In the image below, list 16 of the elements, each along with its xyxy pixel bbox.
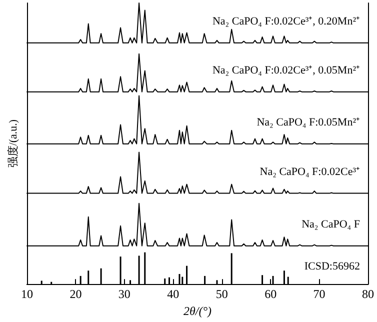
x-tick-label: 70 [313,287,326,302]
y-axis-title: 强度/(a.u.) [6,119,20,168]
x-tick-label: 10 [21,287,33,302]
series-label: ICSD:56962 [304,260,360,273]
x-tick-label: 40 [167,287,180,302]
x-tick-label: 60 [264,287,277,302]
x-tick-label: 20 [70,287,82,302]
series-label: Na₂ CaPO₄ F:0.05Mn²⁺ [256,116,360,128]
series-label: Na₂ CaPO₄ F:0.02Ce³⁺, 0.05Mn²⁺ [212,64,360,76]
series-label: Na₂ CaPO₄ F [302,218,360,230]
series-label: Na₂ CaPO₄ F:0.02Ce³⁺ [260,166,360,178]
x-tick-label: 30 [118,287,130,302]
x-tick-label: 50 [216,287,228,302]
x-axis-title: 2θ/(°) [183,304,212,318]
series-label: Na₂ CaPO₄ F:0.02Ce³⁺, 0.20Mn²⁺ [212,15,360,28]
x-tick-label: 80 [362,287,374,302]
